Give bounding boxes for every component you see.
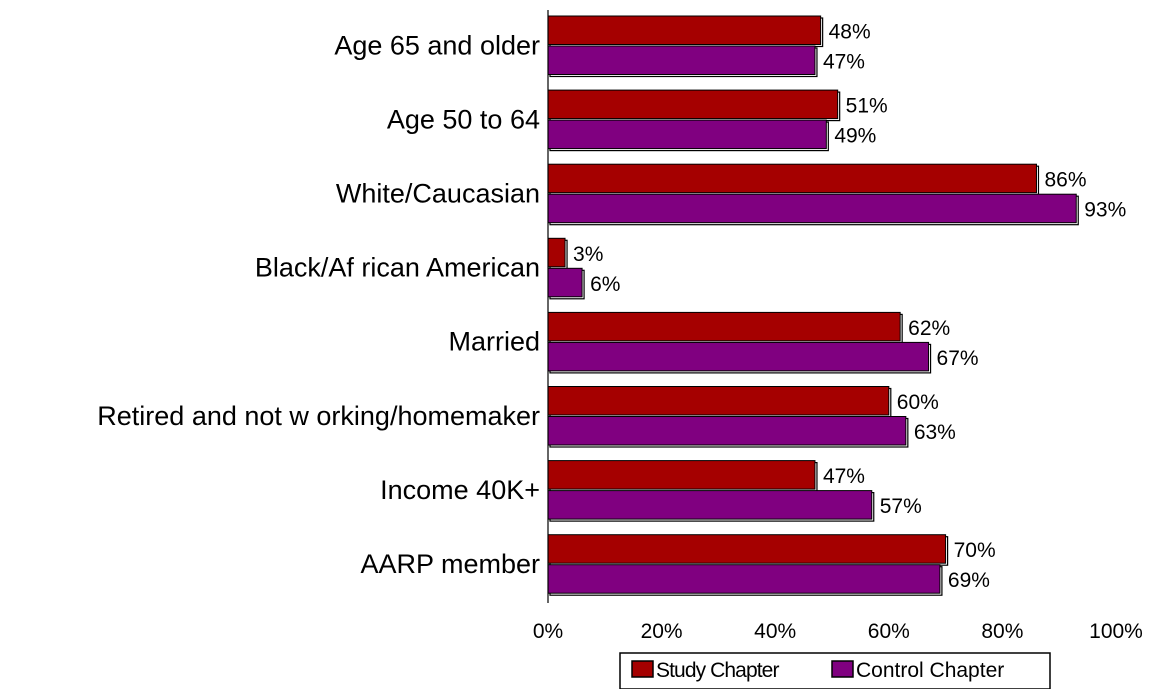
data-label: 60% [897, 391, 939, 414]
legend-swatch-control-chapter [831, 660, 854, 678]
bar [547, 341, 930, 372]
x-tick-label: 20% [641, 620, 683, 643]
category-label: Retired and not w orking/homemaker [97, 401, 540, 431]
bar [547, 490, 873, 520]
legend-label-study-chapter: Study Chapter [656, 659, 779, 682]
x-tick-label: 40% [754, 620, 796, 643]
bar [547, 193, 1077, 224]
bar [547, 267, 583, 298]
data-label: 57% [880, 495, 922, 518]
bar [547, 534, 947, 564]
data-label: 67% [937, 347, 979, 370]
category-label: Married [448, 327, 540, 357]
bar [547, 460, 816, 490]
category-label: Age 65 and older [334, 30, 540, 60]
bar [547, 564, 941, 594]
category-label: Black/Af rican American [255, 253, 540, 283]
x-tick-label: 0% [533, 620, 563, 643]
data-label: 3% [573, 243, 603, 266]
bar [547, 237, 566, 268]
bar [547, 386, 890, 416]
x-tick-label: 60% [868, 620, 910, 643]
value-labels: 48% 47% 51% 49% 86% 93% 3% 6% 62% 67% 60% 63% 47% 57%… [573, 21, 1126, 593]
legend-swatch-study-chapter [631, 660, 654, 678]
data-label: 49% [834, 125, 876, 148]
x-tick-label: 80% [981, 620, 1023, 643]
data-label: 51% [846, 95, 888, 118]
bar [547, 119, 827, 150]
data-label: 47% [823, 465, 865, 488]
category-label: AARP member [360, 549, 540, 579]
legend-label-control-chapter: Control Chapter [856, 659, 1004, 682]
data-label: 69% [948, 569, 990, 592]
category-labels: Age 65 and older Age 50 to 64 White/Caucas… [97, 30, 540, 579]
category-label: Age 50 to 64 [387, 104, 540, 134]
data-label: 6% [590, 273, 620, 296]
data-label: 47% [823, 51, 865, 74]
x-tick-label: 100% [1089, 620, 1143, 643]
bar [547, 311, 901, 342]
x-axis-ticks: 0% 20% 40% 60% 80% 100% [533, 620, 1143, 643]
data-label: 62% [908, 317, 950, 340]
bar [547, 45, 816, 75]
bars [547, 15, 1079, 596]
category-label: White/Caucasian [336, 178, 540, 208]
bar [547, 163, 1037, 194]
bar [547, 89, 839, 120]
data-label: 93% [1084, 199, 1126, 222]
data-label: 48% [829, 21, 871, 44]
legend: Study Chapter Control Chapter [619, 652, 1051, 689]
data-label: 63% [914, 421, 956, 444]
category-label: Income 40K+ [380, 475, 540, 505]
data-label: 70% [954, 539, 996, 562]
bar [547, 15, 822, 45]
bar [547, 416, 907, 446]
data-label: 86% [1044, 169, 1086, 192]
